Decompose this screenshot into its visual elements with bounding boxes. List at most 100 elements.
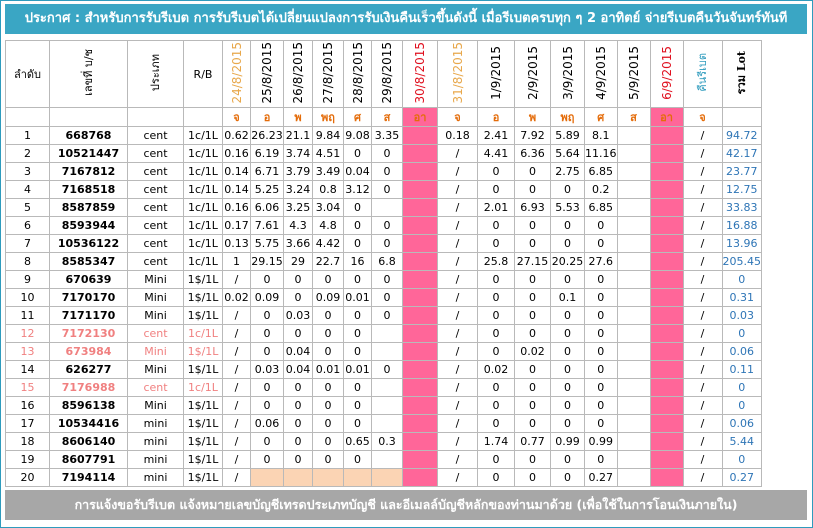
day-value: 5.64 — [550, 144, 585, 163]
day-value: 0 — [514, 216, 551, 235]
date-label: 2/9/2015 — [525, 45, 540, 100]
day-value: / — [222, 306, 251, 325]
day-value: 0 — [550, 468, 585, 487]
day-value — [649, 378, 684, 397]
day-value: / — [682, 252, 723, 271]
date-header: 1/9/2015 — [477, 40, 515, 108]
day-value — [616, 288, 651, 307]
day-value: 16 — [343, 252, 372, 271]
day-value — [402, 252, 438, 271]
account-number: 8585347 — [49, 252, 128, 271]
day-value: 0 — [514, 180, 551, 199]
account-type: mini — [127, 432, 184, 451]
rebate-header-label: คืนรีเบต — [695, 53, 709, 92]
announcement-banner: ประกาศ : สำหรับการรับรีเบต การรับรีเบตได… — [5, 4, 807, 34]
day-value: 3.74 — [283, 144, 313, 163]
day-value — [616, 180, 651, 199]
day-value — [616, 234, 651, 253]
day-value: 9.08 — [343, 126, 372, 145]
date-header: 24/8/2015 — [222, 40, 251, 108]
day-value — [402, 234, 438, 253]
day-value: 3.66 — [283, 234, 313, 253]
date-header: 28/8/2015 — [343, 40, 372, 108]
account-type: cent — [127, 162, 184, 181]
day-value: 26.23 — [250, 126, 284, 145]
day-value: 7.92 — [514, 126, 551, 145]
day-value: 0.99 — [584, 432, 618, 451]
day-value: 0 — [550, 342, 585, 361]
total-header: รวม Lot — [721, 40, 762, 108]
day-value — [649, 144, 684, 163]
row-number: 9 — [5, 270, 50, 289]
date-header: 4/9/2015 — [584, 40, 618, 108]
day-value — [402, 306, 438, 325]
row-number: 19 — [5, 450, 50, 469]
day-value: 0.65 — [343, 432, 372, 451]
total-lot: 0.06 — [721, 414, 762, 433]
day-value: 0.3 — [371, 432, 403, 451]
day-value — [616, 342, 651, 361]
date-label: 5/9/2015 — [626, 45, 641, 100]
day-value: 0 — [584, 216, 618, 235]
rebate-rate: 1$/1L — [183, 414, 223, 433]
table-row: 19 8607791 mini 1$/1L/0 0 0 0/0 0 0 0/0 — [5, 450, 806, 469]
day-value: 0 — [584, 414, 618, 433]
day-value: 0 — [550, 378, 585, 397]
day-value: 0 — [312, 306, 344, 325]
account-number: 7194114 — [49, 468, 128, 487]
day-value: 0 — [343, 342, 372, 361]
account-type: mini — [127, 414, 184, 433]
day-value: 0 — [514, 396, 551, 415]
day-value: 0 — [343, 450, 372, 469]
date-header: 29/8/2015 — [371, 40, 403, 108]
day-value: 0 — [514, 270, 551, 289]
account-number: 7170170 — [49, 288, 128, 307]
day-value: 0 — [514, 414, 551, 433]
day-value — [616, 414, 651, 433]
table-row: 9 670639 Mini 1$/1L/0 0 0 0 0/0 0 0 0/0 — [5, 270, 806, 289]
total-lot: 42.17 — [721, 144, 762, 163]
date-label: 28/8/2015 — [350, 41, 365, 104]
day-value: 2.75 — [550, 162, 585, 181]
day-value: 0 — [343, 324, 372, 343]
row-number: 7 — [5, 234, 50, 253]
day-value — [402, 342, 438, 361]
day-value: 6.85 — [584, 162, 618, 181]
day-value: 0 — [371, 234, 403, 253]
rebate-rate: 1c/1L — [183, 252, 223, 271]
day-value: 0 — [584, 378, 618, 397]
day-value — [616, 432, 651, 451]
day-value: 0 — [477, 450, 515, 469]
weekday-cell: ศ — [343, 107, 372, 127]
day-value: 0 — [371, 144, 403, 163]
row-number: 15 — [5, 378, 50, 397]
account-type: Mini — [127, 288, 184, 307]
day-value: 3.24 — [283, 180, 313, 199]
account-type: cent — [127, 252, 184, 271]
weekday-cell: จ — [222, 107, 251, 127]
day-value: 0.2 — [584, 180, 618, 199]
day-value — [616, 198, 651, 217]
day-value: 0 — [514, 468, 551, 487]
account-number: 8593944 — [49, 216, 128, 235]
account-type: Mini — [127, 342, 184, 361]
day-value: 0 — [550, 396, 585, 415]
day-value — [649, 342, 684, 361]
day-value: 0 — [250, 342, 284, 361]
rebate-rate: 1c/1L — [183, 234, 223, 253]
account-number: 7167812 — [49, 162, 128, 181]
day-value: 22.7 — [312, 252, 344, 271]
day-value — [649, 180, 684, 199]
day-value: 0 — [477, 234, 515, 253]
day-value — [371, 450, 403, 469]
day-value: / — [437, 306, 478, 325]
day-value: 0 — [514, 324, 551, 343]
day-value: 0 — [514, 288, 551, 307]
day-value: 0 — [250, 432, 284, 451]
row-number: 8 — [5, 252, 50, 271]
day-value: 8.1 — [584, 126, 618, 145]
day-value — [616, 126, 651, 145]
day-value: 0 — [312, 378, 344, 397]
day-value: 0 — [312, 342, 344, 361]
weekday-cell: อ — [250, 107, 284, 127]
